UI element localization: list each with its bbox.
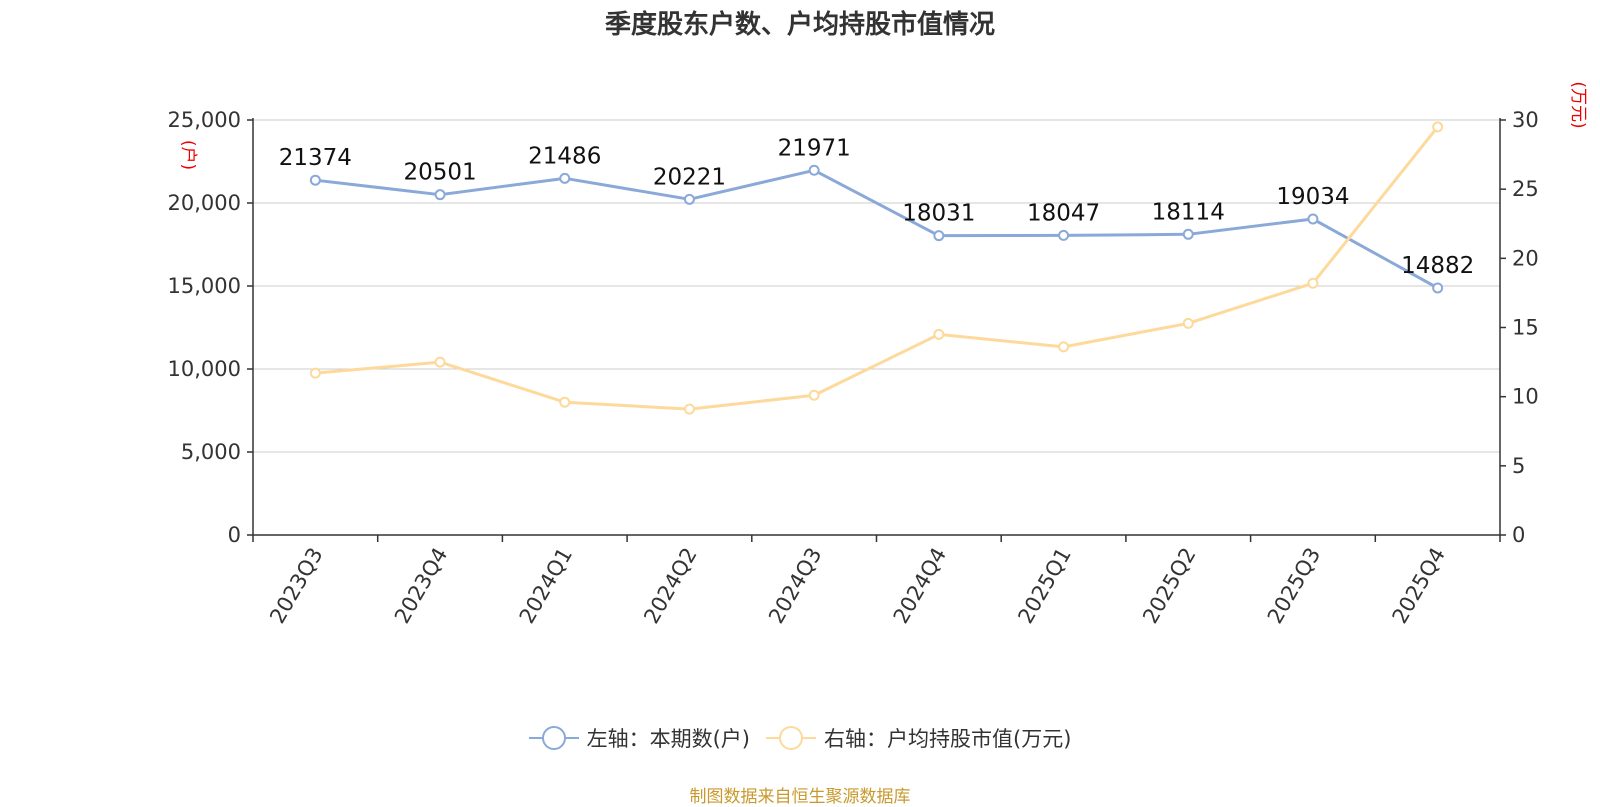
data-point-avg-holding-value bbox=[434, 356, 446, 368]
y-left-tick-label: 0 bbox=[228, 523, 241, 547]
data-point-avg-holding-value bbox=[683, 403, 695, 415]
x-tick-label: 2025Q2 bbox=[1138, 544, 1200, 628]
legend-item-right-series[interactable]: 右轴：户均持股市值(万元) bbox=[766, 723, 1071, 753]
y-right-tick-label: 25 bbox=[1512, 177, 1539, 201]
x-tick-label: 2023Q4 bbox=[390, 544, 452, 628]
x-tick-label: 2024Q3 bbox=[764, 544, 826, 628]
data-point-shareholders bbox=[1058, 229, 1070, 241]
series-line-avg-holding-value bbox=[315, 125, 1439, 411]
y-left-axis-label: (户) bbox=[178, 140, 198, 170]
data-point-shareholders bbox=[309, 174, 321, 186]
data-point-shareholders bbox=[1307, 213, 1319, 225]
chart-title: 季度股东户数、户均持股市值情况 bbox=[604, 10, 995, 40]
data-point-shareholders bbox=[933, 230, 945, 242]
series-line-shareholders bbox=[315, 168, 1439, 290]
data-point-avg-holding-value bbox=[1432, 121, 1444, 133]
y-right-tick-label: 0 bbox=[1512, 523, 1525, 547]
data-point-avg-holding-value bbox=[808, 389, 820, 401]
y-right-tick-label: 15 bbox=[1512, 316, 1539, 340]
x-tick-label: 2024Q4 bbox=[889, 544, 951, 628]
data-point-shareholders bbox=[1182, 228, 1194, 240]
data-label: 20501 bbox=[403, 160, 476, 186]
x-tick-label: 2025Q4 bbox=[1388, 544, 1450, 628]
x-tick-label: 2025Q3 bbox=[1263, 544, 1325, 628]
x-tick-label: 2024Q1 bbox=[515, 544, 577, 628]
data-label: 18031 bbox=[902, 201, 975, 227]
chart-legend[interactable]: 左轴：本期数(户) 右轴：户均持股市值(万元) bbox=[0, 723, 1600, 753]
legend-marker-circle-icon bbox=[528, 726, 579, 750]
y-right-tick-label: 10 bbox=[1512, 385, 1539, 409]
data-point-avg-holding-value bbox=[309, 367, 321, 379]
data-label: 19034 bbox=[1276, 184, 1349, 210]
data-point-shareholders bbox=[559, 172, 571, 184]
y-left-tick-label: 10,000 bbox=[168, 357, 241, 381]
data-point-shareholders bbox=[808, 164, 820, 176]
data-label: 20221 bbox=[653, 164, 726, 190]
legend-item-left-series[interactable]: 左轴：本期数(户) bbox=[528, 723, 750, 753]
y-right-tick-label: 30 bbox=[1512, 108, 1539, 132]
data-point-shareholders bbox=[683, 193, 695, 205]
data-point-avg-holding-value bbox=[1058, 341, 1070, 353]
data-label: 18047 bbox=[1027, 200, 1100, 226]
data-point-shareholders bbox=[434, 189, 446, 201]
y-right-axis-label: (万元) bbox=[1568, 81, 1588, 128]
source-note: 制图数据来自恒生聚源数据库 bbox=[689, 787, 911, 807]
y-right-tick-label: 5 bbox=[1512, 454, 1525, 478]
legend-label-right-series: 右轴：户均持股市值(万元) bbox=[824, 727, 1072, 751]
data-label: 18114 bbox=[1152, 199, 1225, 225]
data-label: 21971 bbox=[778, 135, 851, 161]
data-point-shareholders bbox=[1432, 282, 1444, 294]
x-tick-label: 2023Q3 bbox=[265, 544, 327, 628]
y-left-tick-label: 15,000 bbox=[168, 274, 241, 298]
data-point-avg-holding-value bbox=[559, 396, 571, 408]
x-tick-label: 2025Q1 bbox=[1013, 544, 1075, 628]
y-left-tick-label: 25,000 bbox=[168, 108, 241, 132]
data-label: 21486 bbox=[528, 143, 601, 169]
data-label: 21374 bbox=[279, 145, 352, 171]
legend-label-left-series: 左轴：本期数(户) bbox=[586, 727, 750, 751]
data-label: 14882 bbox=[1401, 253, 1474, 279]
legend-marker-circle-icon bbox=[766, 726, 816, 750]
x-tick-label: 2024Q2 bbox=[639, 544, 701, 628]
data-point-avg-holding-value bbox=[1307, 277, 1319, 289]
data-point-avg-holding-value bbox=[1182, 317, 1194, 329]
data-point-avg-holding-value bbox=[933, 328, 945, 340]
y-right-tick-label: 20 bbox=[1512, 246, 1539, 270]
y-left-tick-label: 20,000 bbox=[168, 191, 241, 215]
y-left-tick-label: 5,000 bbox=[181, 440, 241, 464]
